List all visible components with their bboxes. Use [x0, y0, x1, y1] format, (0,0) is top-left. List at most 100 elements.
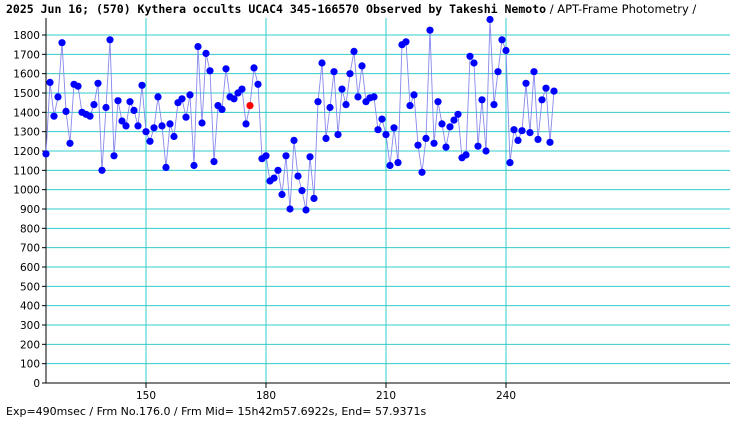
data-point [550, 87, 558, 95]
data-point [298, 187, 306, 195]
data-point [202, 49, 210, 58]
x-tick-label: 240 [496, 390, 516, 402]
data-point [206, 67, 214, 75]
data-point [474, 142, 482, 150]
data-point [270, 174, 278, 182]
data-point [378, 115, 386, 123]
y-tick-label: 900 [20, 204, 40, 216]
x-tick-label: 210 [376, 390, 396, 402]
data-point [382, 131, 390, 139]
gridlines [46, 18, 730, 383]
data-point [250, 64, 258, 72]
data-point [182, 113, 190, 121]
chart-title: 2025 Jun 16; (570) Kythera occults UCAC4… [6, 2, 696, 16]
data-point [494, 68, 502, 76]
data-point [370, 93, 378, 101]
data-point [406, 102, 414, 110]
data-point [106, 36, 114, 44]
data-point [142, 128, 150, 136]
data-point [294, 172, 302, 180]
y-tick-label: 800 [20, 223, 40, 235]
data-point [86, 112, 94, 120]
footer-info: Exp=490msec / Frm No.176.0 / Frm Mid= 15… [6, 405, 427, 418]
y-tick-label: 1600 [13, 69, 40, 81]
data-point [66, 139, 74, 147]
data-point [546, 138, 554, 146]
data-point [154, 93, 162, 101]
data-point [346, 70, 354, 78]
data-point [522, 79, 530, 87]
data-point [110, 152, 118, 160]
y-tick-label: 200 [20, 339, 40, 351]
title-main: 2025 Jun 16; (570) Kythera occults UCAC4… [6, 2, 547, 16]
data-point [126, 98, 134, 106]
y-tick-label: 1100 [13, 165, 40, 177]
data-point [446, 123, 454, 131]
data-point [386, 161, 394, 170]
data-point [166, 120, 174, 128]
data-point [98, 166, 106, 174]
data-point [358, 62, 366, 70]
data-point [146, 137, 154, 145]
data-point [482, 147, 490, 155]
y-tick-label: 700 [20, 243, 40, 255]
data-point [94, 79, 102, 87]
data-point [302, 206, 310, 214]
data-point [514, 136, 522, 144]
data-point [506, 159, 514, 167]
data-point [242, 120, 250, 128]
data-point [526, 129, 534, 137]
y-tick-label: 1500 [13, 88, 40, 100]
data-point [534, 135, 542, 143]
data-point [470, 59, 478, 67]
title-suffix: / APT-Frame Photometry / [546, 2, 697, 16]
data-point [350, 47, 358, 56]
data-point [322, 134, 330, 142]
data-point [390, 124, 398, 132]
data-point-highlight [246, 102, 254, 110]
y-tick-label: 1300 [13, 127, 40, 139]
data-point [190, 161, 198, 170]
y-tick-label: 600 [20, 262, 40, 274]
data-point [326, 103, 334, 112]
data-point [262, 152, 270, 160]
data-point [238, 85, 246, 93]
data-point [230, 95, 238, 103]
data-point [330, 68, 338, 76]
data-point [286, 205, 294, 213]
data-point [314, 98, 322, 106]
data-point [542, 84, 550, 92]
data-point [282, 152, 290, 160]
x-tick-label: 180 [256, 390, 276, 402]
y-tick-label: 300 [20, 320, 40, 332]
data-point [218, 105, 226, 113]
data-point [538, 96, 546, 104]
data-point [194, 43, 202, 51]
data-point [394, 159, 402, 167]
data-point [222, 65, 230, 73]
data-point [438, 120, 446, 128]
data-point [58, 39, 66, 47]
data-point [74, 82, 82, 90]
y-tick-label: 500 [20, 281, 40, 293]
y-tick-label: 1400 [13, 107, 40, 119]
data-point [450, 116, 458, 124]
y-tick-labels: 0 100 200 300 400 500 600 700 800 900 1000 1100 1200… [13, 30, 40, 390]
y-tick-label: 1000 [13, 185, 40, 197]
data-point [278, 190, 286, 199]
data-point [122, 122, 130, 130]
series-line-path [45, 19, 555, 211]
data-point [178, 95, 186, 103]
data-point [62, 107, 70, 115]
data-point [486, 15, 494, 24]
data-point [42, 150, 50, 158]
data-point [274, 166, 282, 174]
data-point [114, 97, 122, 105]
data-point [150, 124, 158, 132]
series-line [45, 19, 555, 211]
data-point [334, 131, 342, 139]
data-point [162, 163, 170, 171]
data-point [254, 80, 262, 88]
y-tick-label: 100 [20, 359, 40, 371]
data-point [442, 143, 450, 151]
